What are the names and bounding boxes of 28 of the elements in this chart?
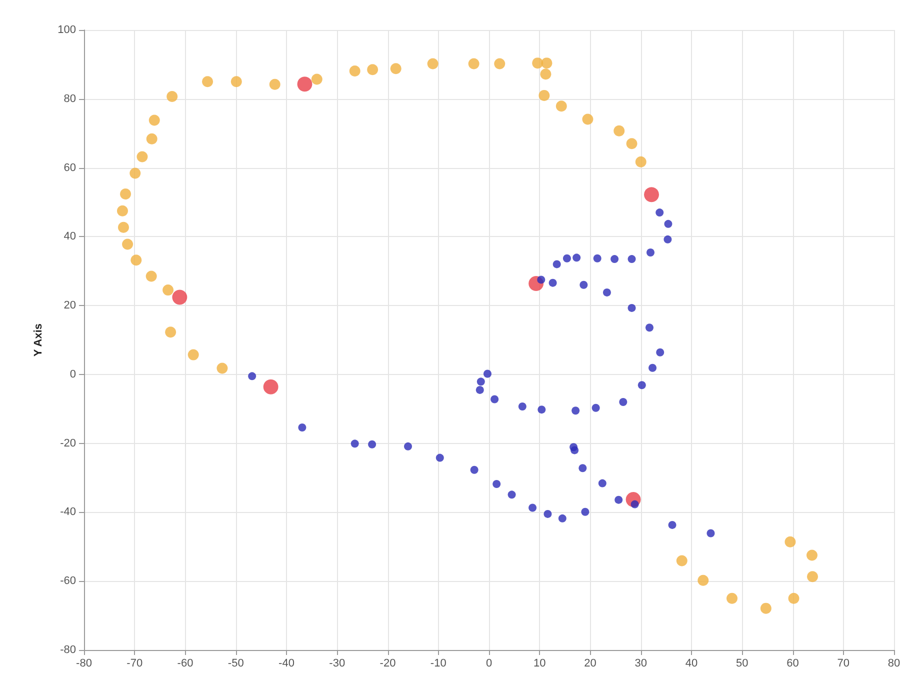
x-tick-label: 70 [837,658,850,670]
x-tick-label: -50 [228,658,244,670]
y-tick-label: 80 [64,92,76,105]
y-tick-label: -60 [60,575,76,588]
x-tick-label: 30 [634,658,647,670]
y-axis-title: Y Axis [32,323,44,357]
x-tick-label: -60 [177,658,194,670]
x-tick-label: 40 [685,658,698,670]
x-tick-label: -20 [380,658,396,670]
y-tick-label: 0 [70,368,76,380]
x-tick-label: -70 [126,658,143,670]
y-tick-label: 40 [64,230,76,243]
x-tick-label: 10 [534,658,546,670]
x-tick-label: 20 [584,658,596,670]
x-tick-label: -30 [329,658,346,670]
y-tick-label: 20 [64,300,76,312]
x-tick-label: -40 [278,658,294,670]
y-tick-label: 60 [64,162,76,174]
y-tick-label: -20 [60,437,76,450]
y-tick-label: -40 [60,506,76,518]
x-tick-label: 0 [486,658,492,670]
x-tick-label: 80 [888,658,900,670]
y-tick-label: -80 [60,644,76,656]
x-tick-label: -80 [76,658,92,670]
x-tick-label: -10 [430,658,446,670]
x-tick-label: 60 [786,658,799,670]
y-tick-label: 100 [58,24,76,36]
x-tick-label: 50 [736,658,748,670]
